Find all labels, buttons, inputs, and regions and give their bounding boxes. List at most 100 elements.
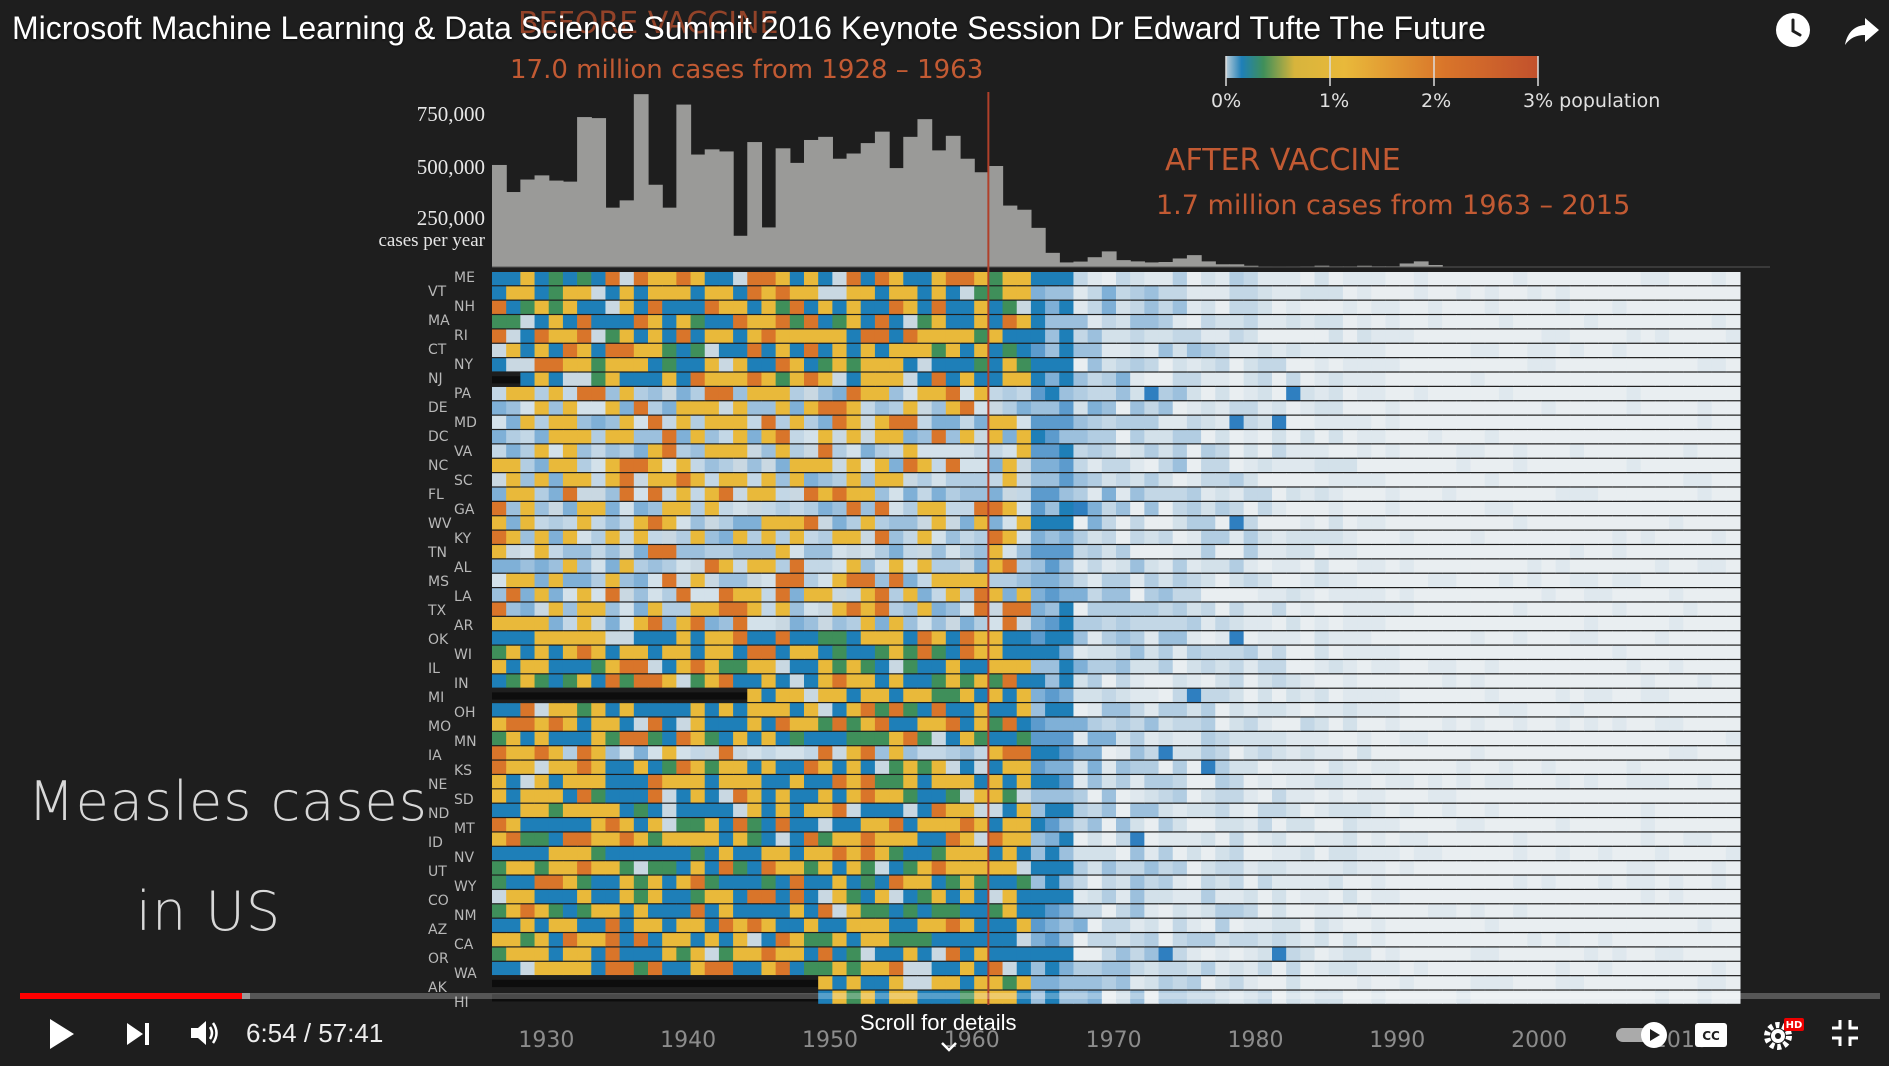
heat-cell: [1442, 473, 1457, 487]
heat-cell: [1513, 631, 1528, 645]
heat-cell: [1711, 473, 1727, 487]
heat-cell: [1484, 286, 1500, 300]
heat-cell: [1626, 530, 1642, 544]
heat-cell: [931, 803, 947, 817]
bar-1966: [1030, 227, 1046, 267]
heat-cell: [1527, 573, 1542, 587]
captions-button[interactable]: CC: [1694, 1021, 1728, 1054]
heat-cell: [1272, 286, 1287, 300]
heat-cell: [874, 818, 890, 832]
heat-cell: [619, 588, 635, 602]
heat-cell: [889, 386, 904, 401]
heat-cell: [1442, 904, 1457, 918]
heat-cell: [1101, 573, 1117, 587]
heat-cell: [1030, 415, 1046, 429]
heat-cell: [1130, 818, 1145, 832]
exit-fullscreen-button[interactable]: [1830, 1018, 1860, 1053]
heat-cell: [988, 933, 1004, 947]
heat-cell: [1059, 818, 1074, 832]
heat-cell: [1527, 890, 1542, 904]
autoplay-toggle[interactable]: [1614, 1020, 1672, 1055]
heat-cell: [945, 545, 961, 559]
heat-cell: [832, 961, 848, 976]
bar-1971: [1101, 251, 1117, 267]
heat-cell: [1654, 386, 1670, 401]
heat-cell: [1527, 731, 1542, 746]
heat-cell: [846, 731, 862, 746]
heat-cell: [1328, 904, 1344, 918]
heat-cell: [931, 947, 947, 961]
heat-cell: [591, 573, 606, 587]
bar-1955: [874, 131, 890, 267]
heat-cell: [889, 343, 904, 358]
heat-cell: [960, 545, 975, 559]
heat-cell: [903, 904, 918, 918]
heat-cell: [1456, 372, 1472, 386]
heat-cell: [1697, 401, 1713, 415]
heat-cell: [860, 386, 876, 401]
chevron-down-icon[interactable]: [940, 1040, 958, 1058]
heat-cell: [648, 602, 663, 616]
heat-cell: [1498, 731, 1514, 746]
next-button[interactable]: [124, 1020, 152, 1053]
play-button[interactable]: [46, 1016, 78, 1057]
settings-button[interactable]: HD: [1760, 1016, 1806, 1057]
heat-cell: [733, 386, 748, 401]
heat-cell: [1116, 990, 1131, 1004]
heat-cell: [1527, 458, 1542, 473]
heat-cell: [1201, 516, 1216, 530]
heat-cell: [1243, 559, 1259, 573]
heat-cell: [1413, 875, 1429, 889]
heat-cell: [1669, 315, 1684, 329]
heat-cell: [860, 674, 876, 688]
heat-cell: [1470, 688, 1486, 702]
heat-cell: [1428, 976, 1443, 990]
heat-cell: [960, 832, 975, 846]
heat-cell: [1158, 746, 1174, 760]
heat-cell: [1314, 789, 1330, 803]
heat-cell: [1357, 918, 1372, 932]
heat-cell: [1371, 746, 1386, 760]
heat-cell: [1470, 947, 1486, 961]
heat-cell: [676, 545, 692, 559]
heat-cell: [1016, 372, 1032, 386]
volume-button[interactable]: [188, 1016, 222, 1055]
heat-cell: [548, 444, 564, 458]
heat-cell: [1272, 947, 1287, 961]
heat-cell: [775, 875, 791, 889]
heat-cell: [1456, 645, 1472, 659]
heat-cell: [619, 961, 635, 976]
heat-cell: [1116, 343, 1131, 358]
heat-cell: [1428, 530, 1443, 544]
heat-cell: [1697, 875, 1713, 889]
scroll-for-details-hint[interactable]: Scroll for details: [860, 1010, 1017, 1035]
heat-cell: [1484, 386, 1500, 401]
heat-cell: [1413, 616, 1429, 631]
heat-cell: [619, 731, 635, 746]
heat-cell: [1314, 832, 1330, 846]
heat-cell: [591, 818, 606, 832]
heat-cell: [591, 286, 606, 300]
heat-cell: [860, 890, 876, 904]
heat-cell: [1229, 731, 1245, 746]
heat-cell: [747, 918, 762, 932]
heat-cell: [1428, 890, 1443, 904]
heat-cell: [1002, 573, 1018, 587]
heat-cell: [804, 458, 819, 473]
heat-cell: [1527, 875, 1542, 889]
share-icon[interactable]: [1842, 10, 1882, 50]
heat-cell: [562, 602, 578, 616]
heat-cell: [605, 559, 621, 573]
heat-cell: [1513, 947, 1528, 961]
progress-bar[interactable]: [20, 993, 1880, 999]
x-tick-label: 1950: [802, 1028, 858, 1053]
heat-cell: [1697, 530, 1713, 544]
heat-cell: [1569, 602, 1585, 616]
watch-later-icon[interactable]: [1773, 10, 1813, 50]
heat-cell: [860, 717, 876, 731]
heat-cell: [1272, 358, 1287, 372]
heat-cell: [704, 487, 720, 501]
heat-cell: [1101, 918, 1117, 932]
heat-cell: [733, 775, 748, 789]
bar-1963: [988, 166, 1004, 267]
